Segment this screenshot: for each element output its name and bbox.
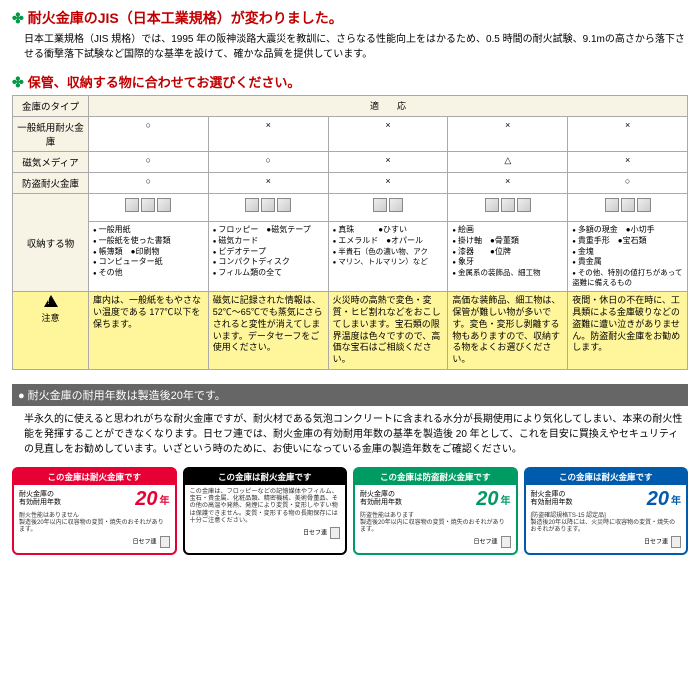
paragraph-lifespan: 半永久的に使えると思われがちな耐火金庫ですが、耐火材である気泡コンクリートに含ま… bbox=[12, 412, 688, 457]
row-burglar: 防盗耐火金庫 ○ × × × ○ bbox=[13, 173, 688, 194]
section-selection: ✤保管、収納する物に合わせてお選びください。 金庫のタイプ 適 応 一般紙用耐火… bbox=[12, 72, 688, 370]
logo-icon bbox=[160, 536, 170, 548]
mark-cross: × bbox=[568, 117, 688, 152]
paragraph-jis: 日本工業規格（JIS 規格）では、1995 年の阪神淡路大震災を教訓に、さらなる… bbox=[12, 32, 688, 62]
row-store: 収納する物 bbox=[13, 194, 688, 222]
label-fireproof-red: この金庫は耐火金庫です 耐火金庫の 有効耐用年数 20年 耐火性能はありません … bbox=[12, 467, 177, 556]
heading-selection: ✤保管、収納する物に合わせてお選びください。 bbox=[12, 72, 688, 91]
clover-icon: ✤ bbox=[12, 10, 24, 26]
mark-cross: × bbox=[448, 117, 568, 152]
mark-triangle: △ bbox=[448, 152, 568, 173]
th-compat: 適 応 bbox=[89, 96, 688, 117]
mark-circle: ○ bbox=[89, 117, 209, 152]
row-paper: 一般紙用耐火金庫 ○ × × × × bbox=[13, 117, 688, 152]
mark-cross: × bbox=[328, 117, 448, 152]
row-caution: 注意 庫内は、一般紙をもやさない温度である 177℃以下を保ちます。 磁気に記録… bbox=[13, 292, 688, 369]
heading-jis: ✤耐火金庫のJIS（日本工業規格）が変わりました。 bbox=[12, 8, 688, 28]
clover-icon: ✤ bbox=[12, 74, 24, 90]
compatibility-table: 金庫のタイプ 適 応 一般紙用耐火金庫 ○ × × × × 磁気メディア ○ ○… bbox=[12, 95, 688, 370]
label-burglar-green: この金庫は防盗耐火金庫です 耐火金庫の 有効耐用年数 20年 防盗性能はあります… bbox=[353, 467, 518, 556]
section-lifespan: 耐火金庫の耐用年数は製造後20年です。 半永久的に使えると思われがちな耐火金庫で… bbox=[12, 384, 688, 457]
bar-heading: 耐火金庫の耐用年数は製造後20年です。 bbox=[12, 384, 688, 406]
row-store-list: 一般用紙一般紙を使った書類帳簿類 ●印刷物コンピューター紙その他 フロッピー ●… bbox=[13, 222, 688, 292]
label-fireproof-black: この金庫は耐火金庫です この金庫は、フロッピーなどの記憶媒体やフィルム、宝石・貴… bbox=[183, 467, 348, 556]
warning-icon bbox=[44, 295, 58, 307]
th-type: 金庫のタイプ bbox=[13, 96, 89, 117]
section-jis: ✤耐火金庫のJIS（日本工業規格）が変わりました。 日本工業規格（JIS 規格）… bbox=[12, 8, 688, 62]
row-media: 磁気メディア ○ ○ × △ × bbox=[13, 152, 688, 173]
mark-cross: × bbox=[208, 117, 328, 152]
logo-icon bbox=[501, 536, 511, 548]
label-fireproof-blue: この金庫は耐火金庫です 耐火金庫の 有効耐用年数 20年 [防盗確認規格TS-1… bbox=[524, 467, 689, 556]
label-row: この金庫は耐火金庫です 耐火金庫の 有効耐用年数 20年 耐火性能はありません … bbox=[12, 467, 688, 556]
logo-icon bbox=[671, 536, 681, 548]
logo-icon bbox=[330, 527, 340, 539]
